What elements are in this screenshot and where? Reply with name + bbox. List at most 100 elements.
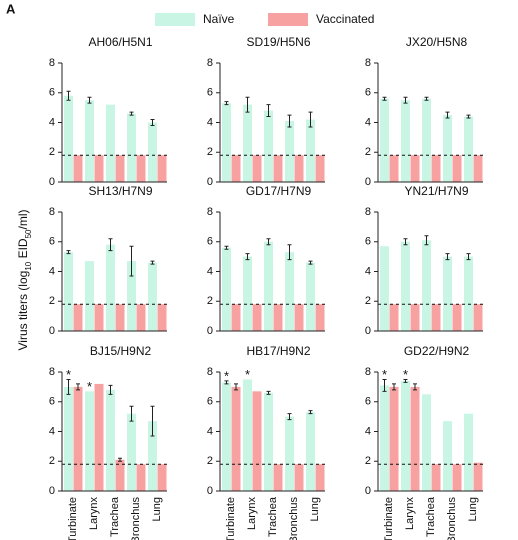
y-tick-label: 6: [365, 396, 371, 408]
bar: [136, 304, 146, 331]
y-tick-label: 6: [49, 87, 55, 99]
x-tick-label: Trachea: [267, 496, 279, 537]
bar: [106, 104, 115, 182]
y-tick-label: 0: [207, 325, 213, 337]
y-tick-label: 4: [365, 116, 371, 128]
x-tick-label: Larynx: [404, 497, 416, 531]
error-bar: [66, 90, 71, 101]
bar: [380, 98, 389, 182]
error-bar: [266, 390, 271, 395]
bar: [473, 155, 483, 182]
y-tick-label: 6: [207, 236, 213, 248]
chart-title: GD17/H7N9: [246, 184, 312, 198]
bar: [306, 262, 315, 331]
x-tick-label: Bronchus: [288, 497, 300, 540]
error-bar: [76, 383, 80, 391]
bar: [422, 98, 431, 182]
y-tick-label: 2: [207, 146, 213, 158]
x-tick-label: Trachea: [109, 496, 121, 537]
bar: [243, 256, 252, 331]
y-tick-label: 8: [365, 366, 371, 378]
chart-title: HB17/H9N2: [246, 344, 310, 358]
bar: [294, 304, 304, 331]
bar: [264, 110, 273, 182]
bar: [136, 155, 146, 182]
y-tick-label: 2: [365, 455, 371, 467]
bar: [222, 103, 231, 182]
bar: [306, 412, 315, 491]
bar: [464, 413, 473, 491]
bar: [127, 113, 136, 182]
error-bar: [150, 405, 155, 437]
y-axis-label: Virus titers (log10 EID50/ml): [16, 210, 32, 351]
error-bar: [308, 260, 313, 265]
significance-mark: *: [87, 379, 92, 394]
error-bar: [445, 253, 450, 261]
x-tick-label: Bronchus: [446, 497, 458, 540]
y-tick-label: 6: [365, 236, 371, 248]
significance-mark: *: [224, 368, 229, 383]
bar: [106, 244, 115, 331]
error-bar: [403, 96, 408, 104]
bar: [401, 100, 410, 182]
x-tick-label: Lung: [151, 497, 163, 521]
error-bar: [224, 380, 229, 385]
y-tick-label: 4: [207, 425, 213, 437]
chart-title: YN21/H7N9: [404, 184, 468, 198]
bar: [431, 464, 441, 491]
bar: [85, 261, 94, 331]
bar: [452, 155, 462, 182]
error-bar: [287, 244, 292, 261]
bar: [94, 155, 104, 182]
bar: [148, 421, 157, 491]
bar: [273, 304, 283, 331]
error-bar: [287, 413, 292, 421]
bar: [252, 155, 262, 182]
legend-swatch: [155, 13, 195, 26]
error-bar: [287, 114, 292, 128]
y-tick-label: 4: [207, 116, 213, 128]
bar: [452, 464, 462, 491]
bar: [473, 462, 483, 491]
bar: [285, 416, 294, 491]
error-bar: [266, 104, 271, 118]
bar: [410, 155, 420, 182]
bar: [127, 413, 136, 491]
x-tick-label: Larynx: [246, 497, 258, 531]
error-bar: [403, 378, 408, 383]
error-bar: [308, 410, 313, 415]
bar: [243, 104, 252, 182]
significance-mark: *: [245, 367, 250, 382]
y-tick-label: 0: [207, 176, 213, 188]
y-tick-label: 6: [207, 396, 213, 408]
error-bar: [129, 405, 134, 422]
bar: [443, 421, 452, 491]
bar: [85, 100, 94, 182]
y-tick-label: 2: [49, 146, 55, 158]
y-tick-label: 0: [49, 325, 55, 337]
y-tick-label: 0: [207, 485, 213, 497]
x-tick-label: Lung: [309, 497, 321, 521]
x-tick-label: Trachea: [425, 496, 437, 537]
error-bar: [108, 384, 113, 395]
chart-title: SD19/H5N6: [246, 35, 310, 49]
bar: [315, 464, 325, 491]
bar: [73, 386, 83, 491]
bar: [315, 155, 325, 182]
x-tick-label: Lung: [467, 497, 479, 521]
bar: [157, 155, 167, 182]
bar: [157, 304, 167, 331]
bar: [294, 155, 304, 182]
y-tick-label: 6: [207, 87, 213, 99]
y-tick-label: 8: [365, 206, 371, 218]
bar: [127, 261, 136, 331]
error-bar: [66, 250, 71, 255]
error-bar: [118, 457, 122, 462]
y-tick-label: 0: [365, 176, 371, 188]
bar: [85, 391, 94, 491]
y-tick-label: 8: [207, 366, 213, 378]
error-bar: [234, 383, 238, 391]
y-tick-label: 6: [49, 396, 55, 408]
bar: [306, 119, 315, 182]
